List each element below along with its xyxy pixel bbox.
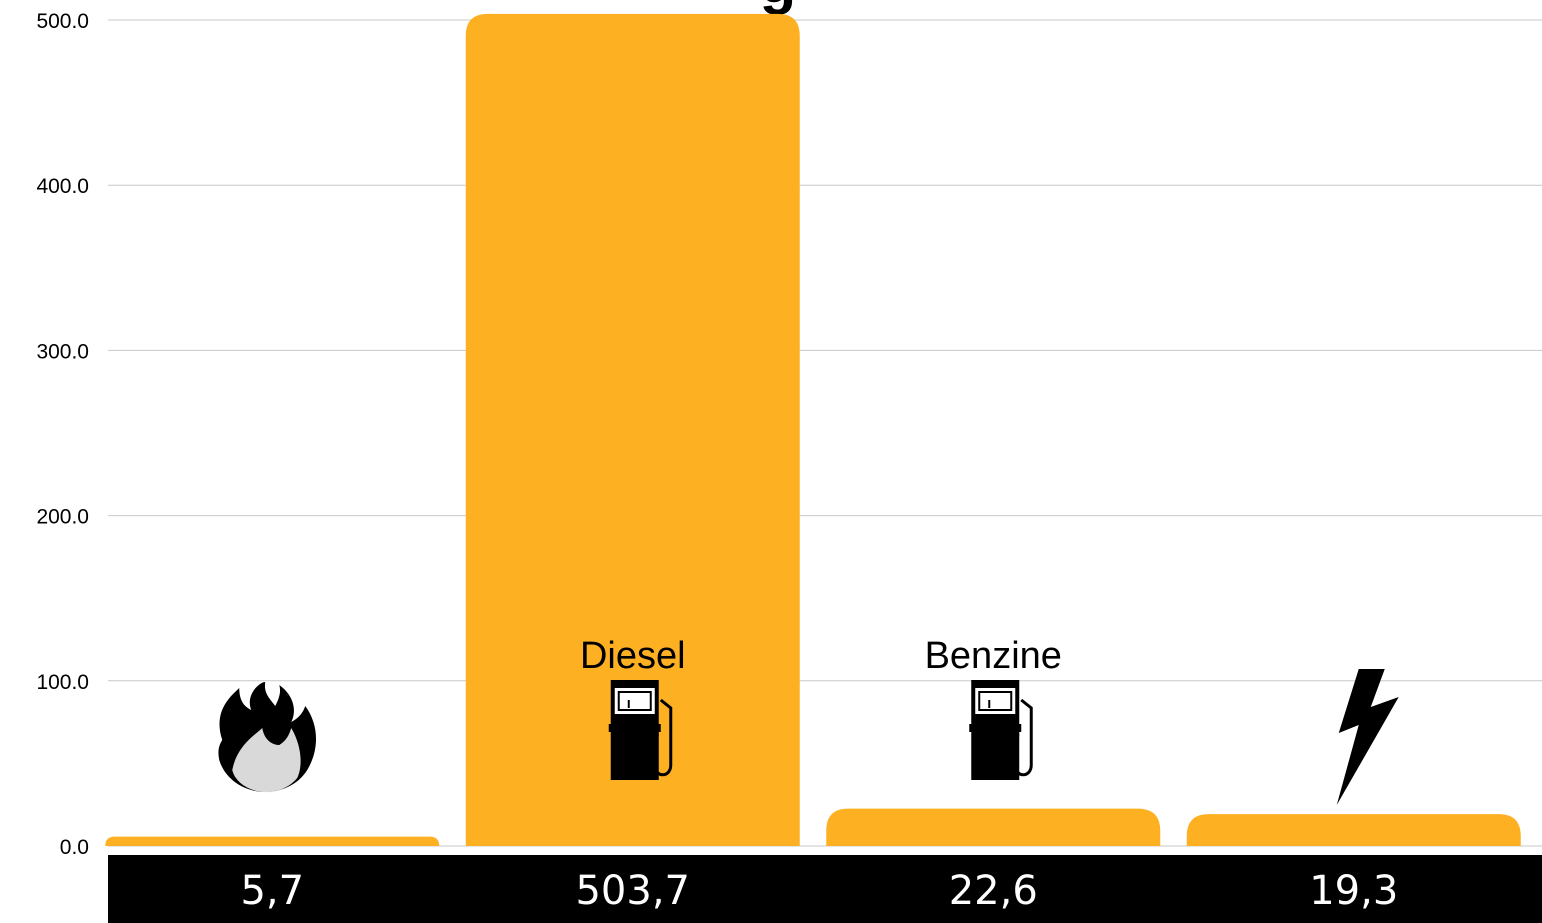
y-tick-label: 300.0 [36,340,89,363]
chart-title: g [760,0,797,15]
y-tick-label: 200.0 [36,506,89,529]
category-label: Benzine [925,635,1062,677]
bar [826,808,1161,846]
y-tick-label: 500.0 [36,10,89,33]
value-label: 503,7 [575,868,690,914]
fuel-pump-icon [969,680,1033,780]
value-labels: 5,7 503,7 22,6 19,3 [240,868,1398,914]
category-labels: Diesel Benzine [580,635,1062,677]
bar [1186,814,1521,846]
bars [105,13,1521,847]
value-label: 5,7 [240,868,304,914]
y-axis-ticks: 0.0 100.0 200.0 300.0 400.0 500.0 [36,10,89,859]
category-icons [218,669,1399,805]
y-tick-label: 0.0 [60,836,89,859]
bar [105,836,440,846]
gridlines [108,19,1542,847]
value-band [108,855,1542,923]
fire-icon [218,682,317,793]
value-label: 19,3 [1309,868,1398,914]
y-tick-label: 100.0 [36,671,89,694]
y-tick-label: 400.0 [36,175,89,198]
value-label: 22,6 [949,868,1038,914]
category-label: Diesel [580,635,686,677]
bar [465,13,800,847]
lightning-icon [1336,669,1399,805]
fuel-pump-icon [608,680,673,780]
